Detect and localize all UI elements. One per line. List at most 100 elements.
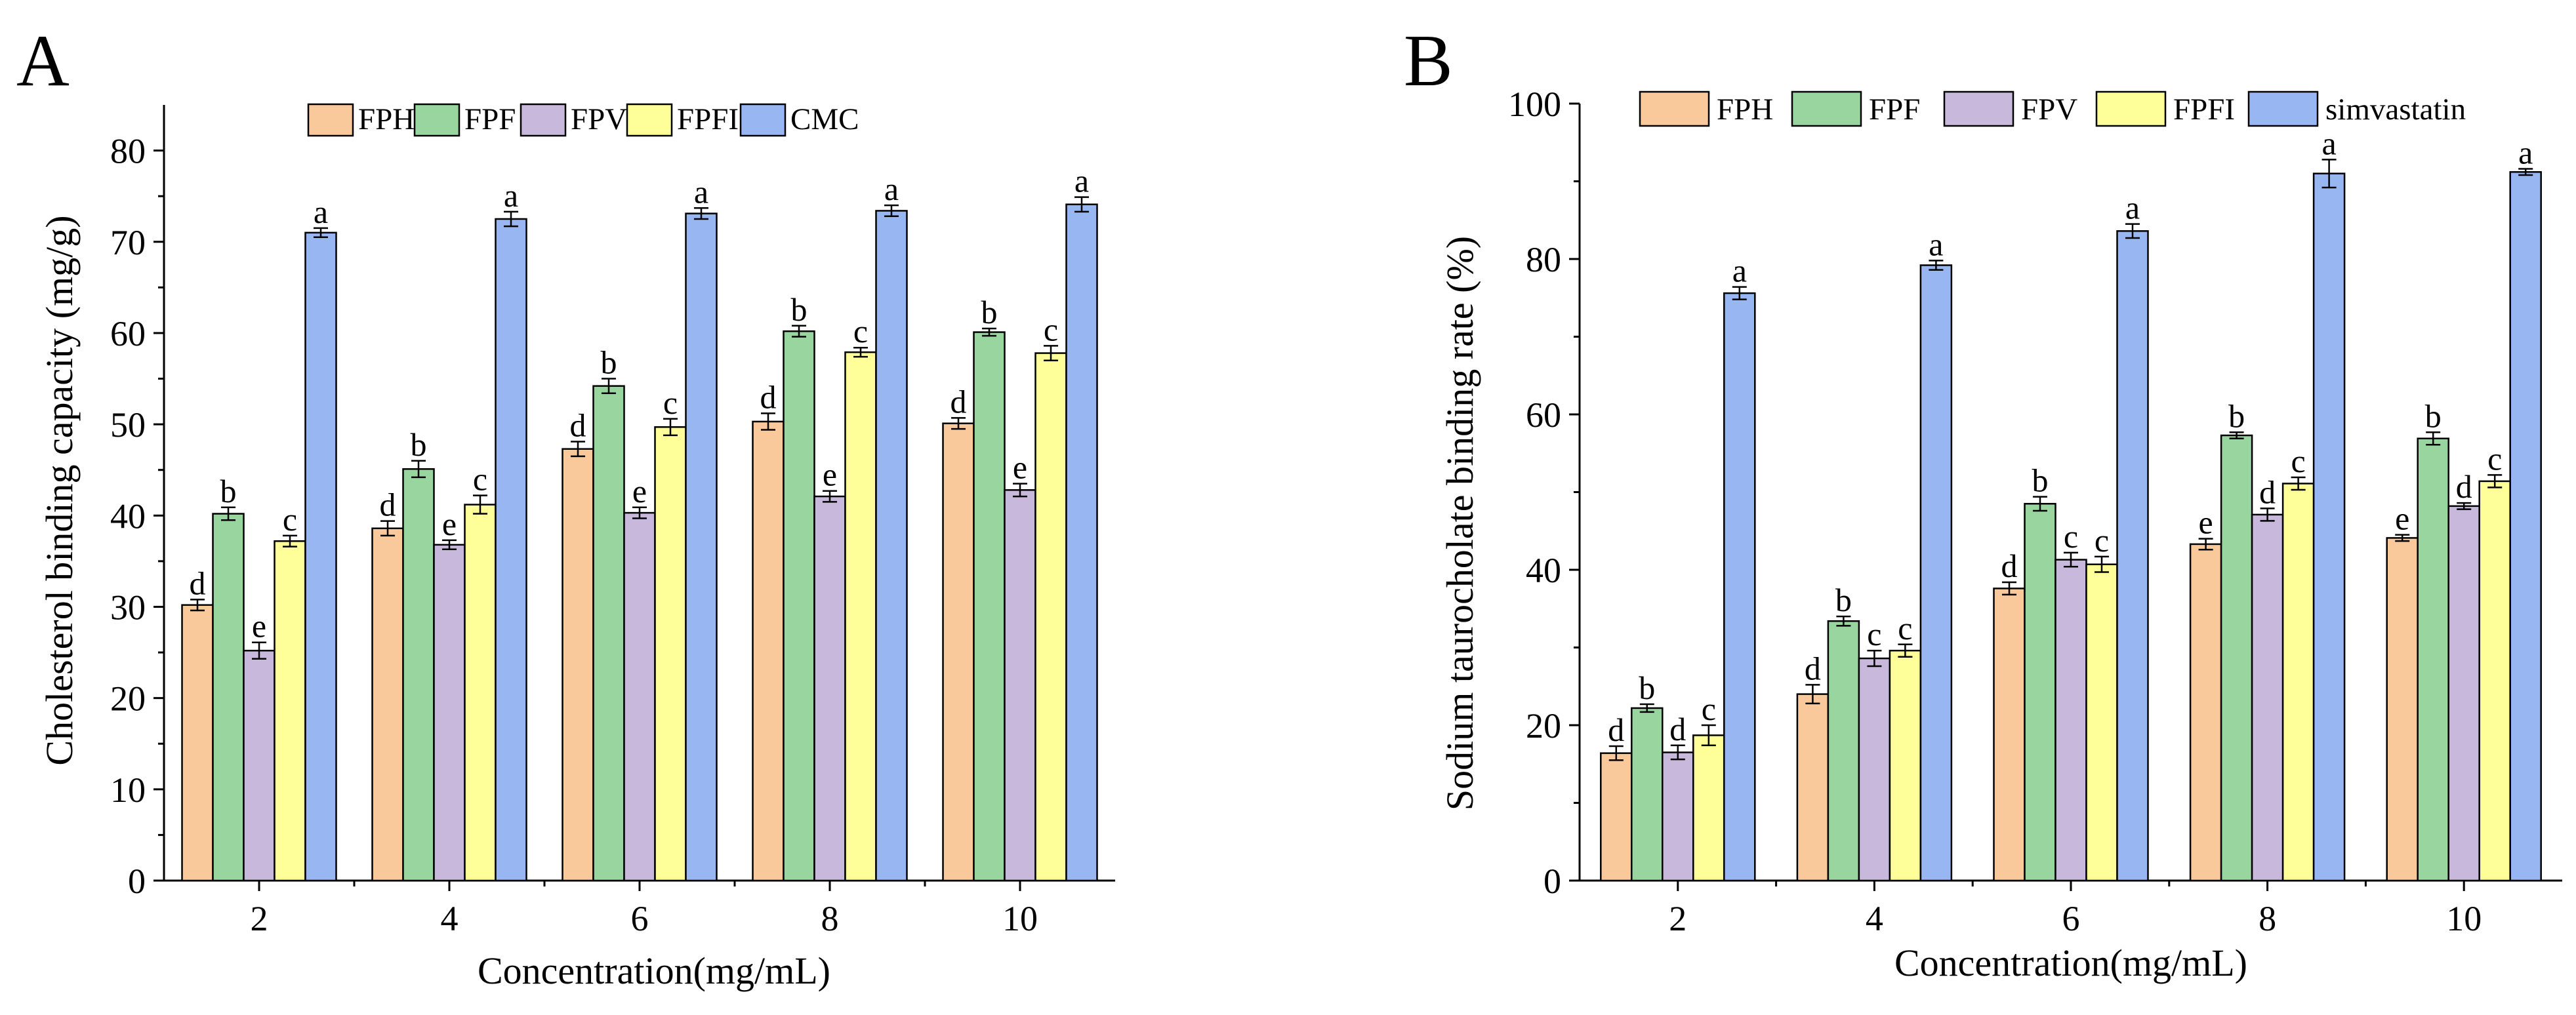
panel-a-bar-cmc-10 xyxy=(1065,203,1098,882)
panel-b-bar-simvastatin-2 xyxy=(1723,292,1756,882)
panel-a-significance-letter: e xyxy=(252,608,266,645)
panel-a-significance-letter: e xyxy=(1013,449,1027,486)
panel-b-bar-fpf-4 xyxy=(1827,620,1860,882)
panel-b-significance-letter: b xyxy=(2228,397,2245,434)
panel-b-x-axis-title: Concentration(mg/mL) xyxy=(1894,942,2247,984)
panel-b-legend-label-fpfi: FPFI xyxy=(2173,92,2235,127)
panel-a-significance-letter: d xyxy=(760,378,777,415)
panel-b-significance-letter: b xyxy=(1835,582,1852,618)
panel-a-plot-area: 010203040506070802dbeca4dbeca6dbeca8dbec… xyxy=(110,105,1115,938)
panel-a-bar-fph-2 xyxy=(181,604,214,882)
panel-a: A Concentration(mg/mL) Cholesterol bindi… xyxy=(16,20,1115,992)
panel-a-bar-cmc-8 xyxy=(875,210,908,882)
panel-a-significance-letter: b xyxy=(601,344,617,381)
panel-b-significance-letter: c xyxy=(1702,690,1716,727)
panel-a-x-tick-label: 4 xyxy=(441,899,459,938)
panel-b-significance-letter: d xyxy=(2456,468,2472,505)
panel-b-y-tick-label: 0 xyxy=(1544,862,1561,901)
panel-b-bar-fpfi-10 xyxy=(2478,480,2511,882)
panel-a-significance-letter: b xyxy=(791,291,808,328)
panel-a-bar-fpf-4 xyxy=(402,468,435,882)
panel-b-bar-fpfi-8 xyxy=(2281,483,2315,882)
panel-b-y-tick-label: 80 xyxy=(1526,240,1561,279)
panel-a-bar-fpf-10 xyxy=(973,331,1006,882)
panel-b-significance-letter: c xyxy=(2291,443,2305,479)
panel-b-bar-fpf-8 xyxy=(2220,434,2253,882)
panel-a-significance-letter: a xyxy=(884,170,899,207)
panel-b-significance-letter: a xyxy=(1929,226,1943,262)
panel-b-significance-letter: b xyxy=(2032,462,2049,499)
panel-a-y-tick-label: 30 xyxy=(110,587,146,627)
panel-b-legend-swatch-fpf xyxy=(1791,90,1862,127)
panel-b-bar-fpv-2 xyxy=(1662,751,1694,882)
panel-b-significance-letter: c xyxy=(1867,616,1881,652)
panel-a-x-tick-label: 8 xyxy=(821,899,839,938)
panel-b-y-tick-label: 20 xyxy=(1526,706,1561,746)
panel-b-x-tick-label: 2 xyxy=(1669,899,1687,938)
panel-a-significance-letter: b xyxy=(411,426,427,463)
panel-a-y-tick-label: 40 xyxy=(110,496,146,536)
panel-b-significance-letter: c xyxy=(2064,518,2078,555)
panel-a-bar-fpfi-8 xyxy=(844,351,877,882)
panel-b-bar-fpfi-2 xyxy=(1692,734,1725,882)
panel-a-significance-letter: e xyxy=(632,473,647,509)
panel-b-significance-letter: c xyxy=(1898,610,1912,647)
panel-a-bar-fph-6 xyxy=(562,448,594,882)
panel-a-significance-letter: d xyxy=(570,407,586,444)
panel-a-legend-swatch-fpv xyxy=(520,103,567,137)
panel-b-bar-fpv-6 xyxy=(2055,559,2087,882)
panel-b-bar-fpv-10 xyxy=(2447,505,2480,882)
panel-a-bar-fpf-8 xyxy=(783,330,815,882)
panel-a-x-tick-label: 6 xyxy=(631,899,649,938)
panel-b-legend-label-fpf: FPF xyxy=(1869,92,1920,127)
panel-a-bar-fph-4 xyxy=(371,527,404,882)
panel-b-x-tick-label: 8 xyxy=(2259,899,2276,938)
panel-a-significance-letter: b xyxy=(220,473,237,509)
panel-a-x-tick-label: 2 xyxy=(251,899,268,938)
panel-b-significance-letter: a xyxy=(2518,134,2533,171)
panel-b-legend-label-fph: FPH xyxy=(1717,92,1773,127)
panel-b-legend-label-fpv: FPV xyxy=(2021,92,2077,127)
panel-b-bar-fpf-10 xyxy=(2417,437,2449,882)
panel-b-bar-fph-8 xyxy=(2189,543,2222,882)
panel-a-bar-fpfi-2 xyxy=(274,540,306,882)
panel-a-significance-letter: c xyxy=(473,461,487,498)
panel-a-y-tick-label: 50 xyxy=(110,405,146,445)
panel-b-significance-letter: d xyxy=(2001,547,2018,584)
panel-a-significance-letter: d xyxy=(951,383,967,420)
panel-a-bar-fpv-2 xyxy=(243,650,276,882)
panel-b-bar-fph-6 xyxy=(1993,587,2026,882)
panel-b-bar-fph-4 xyxy=(1796,693,1830,882)
panel-a-significance-letter: c xyxy=(283,501,297,538)
panel-a-legend-label-fpf: FPF xyxy=(464,102,516,136)
panel-b-y-tick-label: 40 xyxy=(1526,551,1561,590)
panel-a-label: A xyxy=(16,20,70,102)
panel-b-legend-swatch-simvastatin xyxy=(2247,90,2319,127)
panel-b-significance-letter: d xyxy=(1608,711,1624,748)
panel-b-bar-fpfi-6 xyxy=(2085,563,2118,882)
panel-a-y-tick-label: 10 xyxy=(110,770,146,810)
panel-b-bar-fph-10 xyxy=(2386,537,2419,882)
panel-a-bar-cmc-6 xyxy=(685,212,718,882)
panel-b-label: B xyxy=(1404,20,1453,102)
panel-b-bar-fpv-8 xyxy=(2251,513,2284,882)
panel-a-x-tick-label: 10 xyxy=(1002,899,1038,938)
panel-b: B Concentration(mg/mL) Sodium taurochola… xyxy=(1404,20,2562,984)
panel-a-significance-letter: b xyxy=(981,294,998,330)
panel-a-y-tick-label: 0 xyxy=(128,862,146,901)
panel-a-significance-letter: a xyxy=(1074,163,1089,199)
panel-b-bar-fpv-4 xyxy=(1858,657,1891,882)
panel-b-significance-letter: d xyxy=(1805,650,1821,687)
panel-b-bar-simvastatin-4 xyxy=(1919,264,1953,882)
panel-a-bar-fpfi-4 xyxy=(464,504,497,882)
panel-b-legend-swatch-fpv xyxy=(1943,90,2014,127)
panel-a-legend-swatch-fpf xyxy=(413,103,460,137)
panel-b-significance-letter: a xyxy=(2125,189,2140,226)
panel-b-x-tick-label: 6 xyxy=(2062,899,2080,938)
panel-a-y-tick-label: 20 xyxy=(110,679,146,719)
panel-a-significance-letter: e xyxy=(442,506,457,542)
panel-a-bar-fpf-6 xyxy=(592,385,625,882)
panel-a-legend-swatch-cmc xyxy=(739,103,787,137)
panel-b-legend-label-simvastatin: simvastatin xyxy=(2325,92,2466,127)
